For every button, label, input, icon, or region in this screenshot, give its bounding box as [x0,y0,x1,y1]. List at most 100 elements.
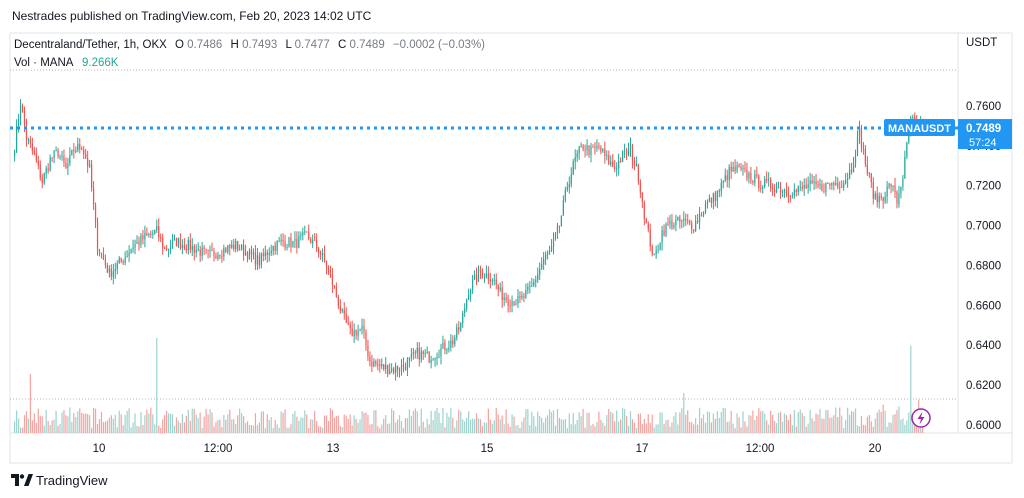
price-tick-label: 0.6800 [966,260,1001,272]
candle-body [833,183,835,185]
candle-body [130,249,132,253]
candle-body [732,166,734,172]
volume-bar [799,409,801,433]
candle-body [651,246,653,255]
candle-body [55,150,57,152]
volume-bar [507,423,509,433]
candle-body [14,151,16,156]
volume-bar [663,423,665,433]
volume-bar [61,412,63,433]
candle-body [391,368,393,371]
volume-bar [138,426,140,433]
volume-bar [308,428,310,433]
volume-bar [215,421,217,433]
candle-body [278,241,280,243]
candle-body [746,169,748,179]
candle-body [383,364,385,370]
candle-body [655,250,657,255]
candle-body [756,174,758,176]
candle-body [704,204,707,213]
tradingview-logo[interactable]: TradingView [11,473,108,488]
volume-bar [237,415,239,433]
candle-body [677,216,679,221]
candle-body [596,146,598,149]
volume-bar [33,413,35,433]
candle-body [193,245,195,253]
candle-body [17,119,20,127]
candle-body [79,143,81,149]
volume-bar [505,409,507,433]
high-label: H [231,39,239,51]
candle-body [231,244,233,248]
candle-body [440,347,442,357]
time-axis[interactable]: 10 12:00 13 15 17 12:00 20 [93,443,882,455]
candle-body [604,149,606,157]
candle-body [643,201,645,219]
volume-bar [499,419,501,433]
volume-bar [274,420,276,433]
candle-body [554,233,557,239]
volume-bar [493,420,495,433]
lightning-icon[interactable] [911,408,931,428]
candle-body [841,187,843,189]
candle-body [83,149,85,155]
candle-body [221,256,223,258]
candle-body [27,139,30,141]
candle-body [491,280,493,282]
volume-bar [742,411,744,433]
candle-body [229,245,231,248]
candle-body [152,233,154,235]
candle-body [136,241,138,244]
volume-bar [75,417,77,433]
candle-body [207,249,209,251]
price-axis[interactable]: 0.76000.74000.72000.70000.68000.66000.64… [966,101,1001,432]
volume-bar [750,415,752,433]
volume-bar [213,426,215,433]
candle-body [47,168,49,171]
candle-body [148,233,150,235]
symbol-price-tag: MANAUSDT [884,119,955,137]
candle-body [548,250,551,253]
candle-body [900,186,902,194]
volume-bar [732,423,734,433]
volume-bar [665,420,667,433]
candle-body [327,267,330,270]
volume-bar [77,411,79,433]
candle-body [319,252,322,255]
volume-bar [363,412,365,433]
volume-bar [661,412,663,433]
candle-body [337,296,339,306]
candle-body [104,259,107,266]
candle-body [562,200,564,216]
volume-bar [764,413,766,433]
candle-body [696,220,699,223]
candle-body [517,295,519,304]
candle-body [505,297,507,301]
candle-body [357,330,359,336]
candle-body [693,229,695,232]
candle-body [365,331,367,346]
candle-body [98,250,101,253]
volume-bar [501,415,503,433]
volume-bar [724,408,726,433]
candle-body [325,260,328,268]
volume-bar [606,415,608,433]
candle-body [37,160,39,165]
volume-bar [79,408,81,433]
volume-bar [550,412,553,433]
volume-bar [55,410,57,433]
volume-bar [787,419,790,433]
candle-body [404,366,407,371]
candle-body [258,255,260,266]
volume-bar [521,421,523,433]
candle-body [446,349,448,351]
volume-bar [466,417,468,433]
candle-body [687,220,689,222]
candle-body [870,173,872,183]
candle-body [256,255,259,265]
candle-body [789,195,791,197]
volume-bar [519,427,521,433]
volume-bar [191,408,193,433]
volume-bar [511,414,513,433]
